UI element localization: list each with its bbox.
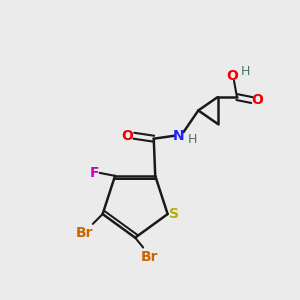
Text: Br: Br	[76, 226, 94, 240]
Text: O: O	[251, 93, 263, 107]
Text: O: O	[121, 129, 133, 143]
Text: F: F	[89, 166, 99, 180]
Text: O: O	[226, 69, 238, 83]
Text: S: S	[169, 207, 179, 221]
Text: N: N	[173, 129, 185, 143]
Text: H: H	[241, 65, 250, 78]
Text: H: H	[188, 133, 197, 146]
Text: Br: Br	[141, 250, 159, 264]
